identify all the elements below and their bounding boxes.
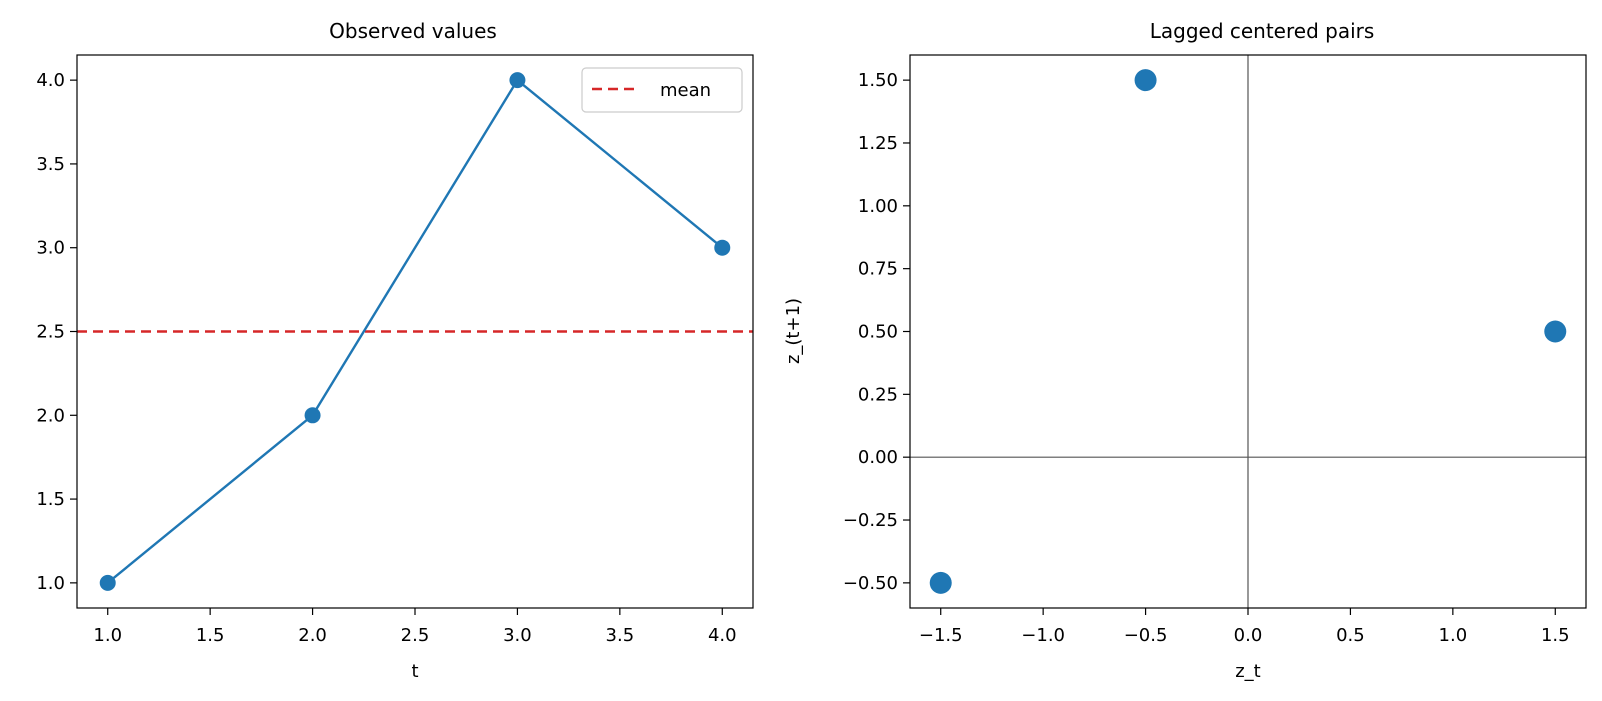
y-tick-label: 3.0 [36, 238, 65, 259]
x-tick-label: 4.0 [708, 625, 737, 646]
ticks: −1.5 −1.0 −0.5 0.0 0.5 1.0 1.5 −0.50 −0.25 0.00 0.… [843, 70, 1570, 646]
data-point [714, 239, 731, 256]
x-tick-label: 2.0 [298, 625, 327, 646]
data-point [99, 574, 116, 591]
data-point [929, 571, 952, 594]
y-axis-label: z_(t+1) [783, 298, 804, 364]
y-tick-label: 0.50 [858, 322, 898, 343]
x-tick-label: −1.5 [919, 625, 963, 646]
x-tick-label: 1.0 [1439, 625, 1468, 646]
x-tick-label: −0.5 [1124, 625, 1168, 646]
y-tick-label: 0.00 [858, 447, 898, 468]
lagged-centered-pairs-chart: Lagged centered pairs −1.5 −1.0 −0.5 0.0 0.5… [783, 19, 1587, 682]
chart-title: Lagged centered pairs [1150, 19, 1375, 43]
x-tick-label: −1.0 [1021, 625, 1065, 646]
y-tick-label: 4.0 [36, 70, 65, 91]
y-tick-label: 1.50 [858, 70, 898, 91]
legend-mean-label: mean [660, 80, 711, 101]
x-tick-label: 0.5 [1336, 625, 1365, 646]
x-tick-label: 3.5 [606, 625, 635, 646]
data-point [304, 407, 321, 424]
y-tick-label: 1.25 [858, 133, 898, 154]
chart-title: Observed values [329, 19, 497, 43]
axes-frame [909, 54, 1587, 609]
y-tick-label: −0.50 [843, 573, 898, 594]
observed-values-chart: Observed values 1.0 1.5 2.0 2.5 3.0 3.5 4.01.0… [36, 19, 754, 682]
ticks: 1.0 1.5 2.0 2.5 3.0 3.5 4.0 1.0 1.5 2.0 2.5 3.0 3.5 4… [36, 70, 736, 646]
y-tick-label: 0.75 [858, 259, 898, 280]
x-tick-label: 2.5 [401, 625, 430, 646]
y-tick-label: 1.00 [858, 196, 898, 217]
x-tick-label: 1.5 [196, 625, 225, 646]
legend-box [581, 67, 743, 113]
data-point [1544, 320, 1567, 343]
y-tick-label: 1.0 [36, 573, 65, 594]
y-tick-label: 2.5 [36, 322, 65, 343]
y-tick-label: 3.5 [36, 154, 65, 175]
x-tick-label: 1.0 [93, 625, 122, 646]
data-point [509, 72, 526, 89]
y-tick-label: −0.25 [843, 510, 898, 531]
y-tick-label: 0.25 [858, 384, 898, 405]
x-tick-label: 0.0 [1234, 625, 1263, 646]
x-axis-label: t [411, 661, 418, 682]
legend: mean [581, 67, 743, 113]
series-line [106, 78, 724, 584]
x-axis-label: z_t [1235, 661, 1261, 682]
x-tick-label: 3.0 [503, 625, 532, 646]
axes-frame [76, 54, 754, 609]
x-tick-label: 1.5 [1541, 625, 1570, 646]
y-tick-label: 2.0 [36, 405, 65, 426]
data-series [929, 69, 1567, 594]
reference-lines [910, 55, 1586, 608]
data-point [1134, 69, 1157, 92]
data-series [99, 72, 731, 591]
y-tick-label: 1.5 [36, 489, 65, 510]
